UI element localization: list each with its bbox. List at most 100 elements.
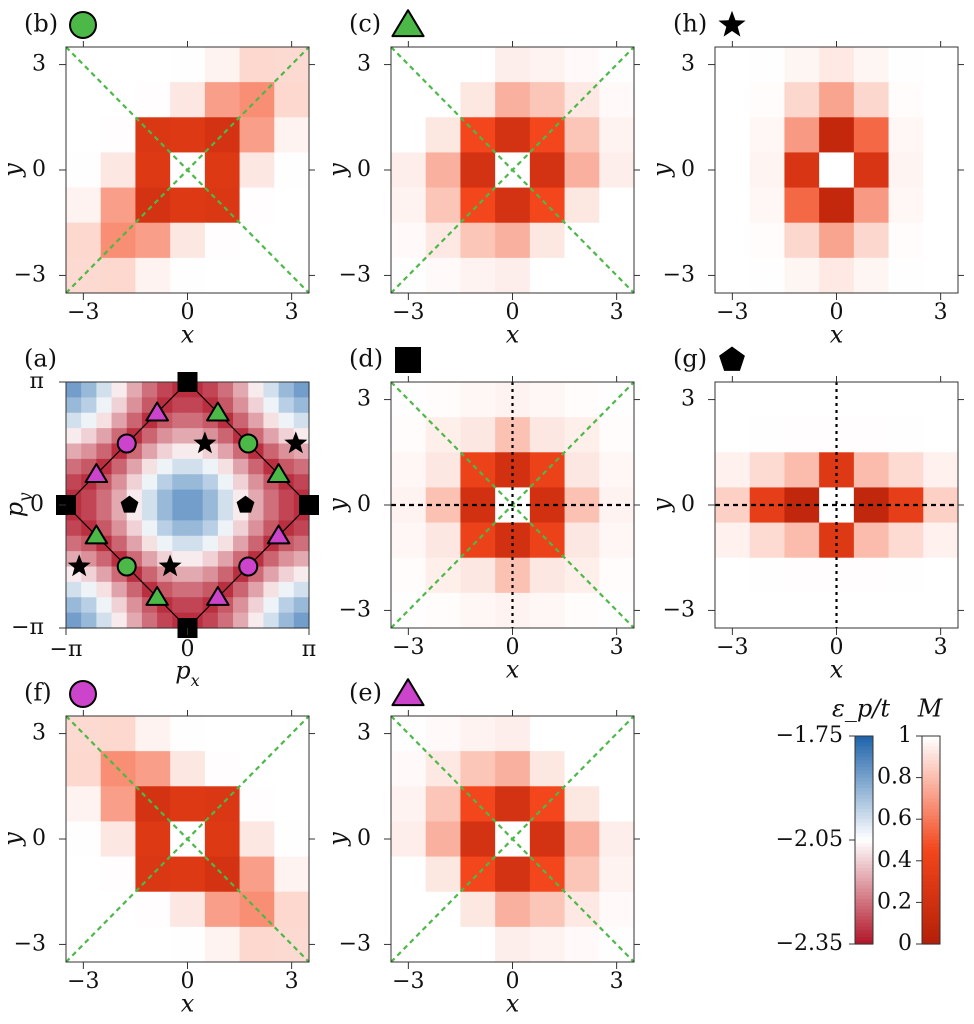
x-tick-label: −3 <box>392 300 424 325</box>
heatmap-cell <box>599 82 635 118</box>
energy-cell <box>96 412 113 429</box>
heatmap-cell <box>100 786 137 823</box>
energy-cell <box>263 397 280 414</box>
heatmap-cell <box>564 47 600 83</box>
y-tick-label: 0 <box>357 157 371 182</box>
heatmap-cell <box>204 891 241 928</box>
energy-cell <box>263 412 280 429</box>
heatmap-cell <box>715 382 751 418</box>
heatmap-cell <box>425 926 462 963</box>
energy-cell <box>141 428 158 445</box>
heatmap-cell <box>135 891 171 928</box>
heatmap-cell <box>204 786 241 823</box>
heatmap-cell <box>784 452 820 489</box>
heatmap-cell <box>460 417 496 453</box>
M-colorbar-step <box>922 836 940 841</box>
energy-colorbar-step <box>855 867 873 872</box>
heatmap-cell <box>391 592 427 629</box>
M-colorbar-step <box>922 798 940 803</box>
energy-cell <box>141 505 158 521</box>
heatmap-cell <box>460 716 496 752</box>
energy-colorbar-step <box>855 909 873 914</box>
M-colorbar-step <box>922 895 940 900</box>
heatmap-cell <box>425 117 462 154</box>
heatmap-cell <box>204 257 241 294</box>
heatmap-cell <box>715 522 751 559</box>
momentum-marker-circle-icon <box>116 556 137 577</box>
energy-cell <box>248 597 265 614</box>
heatmap-cell <box>274 821 310 858</box>
energy-cell <box>202 612 219 629</box>
heatmap-cell <box>599 856 635 893</box>
x-axis-subscript: x <box>191 671 200 690</box>
energy-cell <box>248 535 265 552</box>
y-axis-label: y <box>648 498 676 513</box>
M-colorbar-step <box>922 930 940 935</box>
energy-cell <box>157 612 173 629</box>
heatmap-cell <box>460 117 496 154</box>
heatmap-cell <box>599 786 635 823</box>
M-colorbar-step <box>922 871 940 876</box>
energy-colorbar-step <box>855 777 873 782</box>
heatmap-cell <box>135 786 171 823</box>
energy-cell <box>126 612 143 629</box>
momentum-marker-pentagon-icon <box>120 495 139 513</box>
M-colorbar-tick-label: 0 <box>898 931 912 956</box>
heatmap-cell <box>599 382 635 418</box>
heatmap-cell <box>749 522 786 559</box>
heatmap-cell <box>460 82 496 118</box>
heatmap-cell <box>425 47 462 83</box>
energy-cell <box>157 382 173 398</box>
energy-cell <box>126 382 143 398</box>
y-tick-label: −3 <box>339 262 371 287</box>
energy-cell <box>96 597 113 614</box>
y-tick-label: 0 <box>32 826 46 851</box>
heatmap-cell <box>425 382 462 418</box>
y-tick-label: 0 <box>681 157 695 182</box>
energy-cell <box>96 505 113 521</box>
heatmap-cell <box>170 222 206 259</box>
energy-cell <box>111 412 128 429</box>
energy-cell <box>96 566 113 583</box>
heatmap-cell <box>274 47 310 83</box>
heatmap-cell <box>599 452 635 489</box>
heatmap-cell <box>66 821 102 858</box>
panel-label: (g) <box>673 345 707 373</box>
energy-cell <box>202 505 219 521</box>
heatmap-cell <box>66 117 102 154</box>
M-colorbar-step <box>922 808 940 813</box>
energy-colorbar-step <box>855 763 873 768</box>
M-colorbar-step <box>922 912 940 917</box>
panel-marker-square-icon <box>395 347 421 373</box>
heatmap-cell <box>923 592 959 629</box>
heatmap-cell <box>784 47 820 83</box>
heatmap-cell <box>170 47 206 83</box>
energy-cell <box>217 551 234 568</box>
energy-colorbar-step <box>855 895 873 900</box>
energy-cell <box>278 551 295 568</box>
heatmap-cell <box>564 117 600 154</box>
momentum-marker-square-icon <box>177 371 198 392</box>
heatmap-cell <box>923 452 959 489</box>
heatmap-cell <box>564 716 600 752</box>
energy-cell <box>126 581 143 598</box>
heatmap-cell <box>391 82 427 118</box>
heatmap-cell <box>888 117 924 154</box>
heatmap-cell <box>239 117 275 154</box>
y-tick-label: −3 <box>14 931 46 956</box>
M-colorbar-step <box>922 933 940 938</box>
heatmap-cell <box>923 382 959 418</box>
heatmap-cell <box>274 257 310 294</box>
y-tick-label: 3 <box>357 52 371 77</box>
y-axis-label: py <box>1 492 35 517</box>
energy-colorbar-tick-label: −2.05 <box>776 827 843 852</box>
panel-label: (f) <box>24 679 52 707</box>
heatmap-cell <box>888 47 924 83</box>
heatmap-cell <box>888 222 924 259</box>
heatmap-cell <box>599 821 635 858</box>
heatmap-cell <box>784 417 820 453</box>
energy-cell <box>187 474 204 491</box>
M-colorbar-step <box>922 760 940 765</box>
energy-cell <box>141 535 158 552</box>
energy-cell <box>278 412 295 429</box>
